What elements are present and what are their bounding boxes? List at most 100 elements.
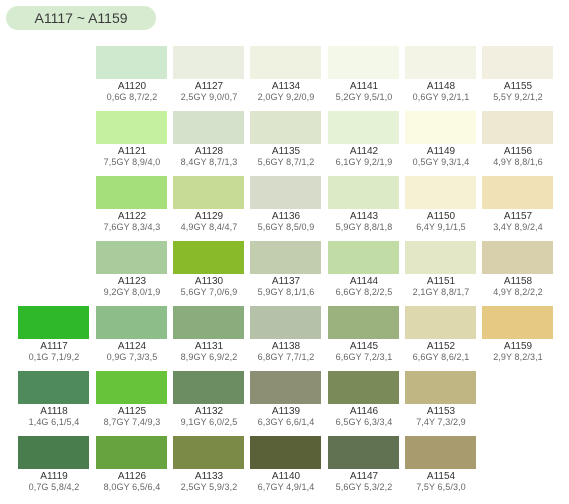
color-chip-a1151[interactable]: A1151 2,1GY 8,8/1,7 — [405, 241, 477, 298]
chip-munsell-value: 5,2GY 9,5/1,0 — [335, 92, 393, 102]
color-swatch[interactable] — [250, 46, 321, 79]
color-chip-a1141[interactable]: A1141 5,2GY 9,5/1,0 — [328, 46, 400, 103]
color-swatch[interactable] — [173, 46, 244, 79]
color-chip-a1146[interactable]: A1146 6,5GY 6,3/3,4 — [328, 371, 400, 428]
chip-code-label: A1118 — [40, 406, 68, 417]
chip-code-label: A1148 — [426, 81, 456, 92]
color-swatch[interactable] — [482, 306, 553, 339]
color-chip-a1126[interactable]: A1126 8,0GY 6,5/6,4 — [96, 436, 168, 493]
color-swatch[interactable] — [250, 306, 321, 339]
color-swatch[interactable] — [328, 306, 399, 339]
color-swatch[interactable] — [96, 436, 167, 469]
chip-code-label: A1130 — [194, 276, 224, 287]
color-chip-a1138[interactable]: A1138 6,8GY 7,7/1,2 — [250, 306, 322, 363]
color-swatch[interactable] — [482, 176, 553, 209]
chip-code-label: A1155 — [503, 81, 533, 92]
color-swatch[interactable] — [96, 241, 167, 274]
chip-munsell-value: 7,4Y 7,3/2,9 — [416, 417, 466, 427]
color-swatch[interactable] — [173, 371, 244, 404]
chip-code-label: A1135 — [271, 146, 301, 157]
color-swatch[interactable] — [405, 46, 476, 79]
color-chip-a1125[interactable]: A1125 8,7GY 7,4/9,3 — [96, 371, 168, 428]
color-chip-a1157[interactable]: A1157 3,4Y 8,9/2,4 — [482, 176, 554, 233]
color-chip-a1119[interactable]: A1119 0,7G 5,8/4,2 — [18, 436, 90, 493]
color-chip-a1118[interactable]: A1118 1,4G 6,1/5,4 — [18, 371, 90, 428]
color-swatch[interactable] — [405, 111, 476, 144]
color-chip-a1122[interactable]: A1122 7,6GY 8,3/4,3 — [96, 176, 168, 233]
color-swatch[interactable] — [18, 306, 89, 339]
color-swatch[interactable] — [328, 241, 399, 274]
color-swatch[interactable] — [328, 46, 399, 79]
color-chip-a1132[interactable]: A1132 9,1GY 6,0/2,5 — [173, 371, 245, 428]
color-chip-a1150[interactable]: A1150 6,4Y 9,1/1,5 — [405, 176, 477, 233]
color-chip-a1148[interactable]: A1148 0,6GY 9,2/1,1 — [405, 46, 477, 103]
color-swatch[interactable] — [96, 46, 167, 79]
color-chip-a1156[interactable]: A1156 4,9Y 8,8/1,6 — [482, 111, 554, 168]
color-chip-a1152[interactable]: A1152 6,6GY 8,6/2,1 — [405, 306, 477, 363]
color-chip-a1159[interactable]: A1159 2,9Y 8,2/3,1 — [482, 306, 554, 363]
color-swatch[interactable] — [405, 241, 476, 274]
color-chip-a1133[interactable]: A1133 2,5GY 5,9/3,2 — [173, 436, 245, 493]
color-chip-a1127[interactable]: A1127 2,5GY 9,0/0,7 — [173, 46, 245, 103]
color-swatch[interactable] — [482, 46, 553, 79]
color-swatch[interactable] — [250, 111, 321, 144]
color-chip-a1147[interactable]: A1147 5,6GY 5,3/2,2 — [328, 436, 400, 493]
color-chip-a1130[interactable]: A1130 5,6GY 7,0/6,9 — [173, 241, 245, 298]
color-chip-a1123[interactable]: A1123 9,2GY 8,0/1,9 — [96, 241, 168, 298]
color-chip-a1145[interactable]: A1145 6,6GY 7,2/3,1 — [328, 306, 400, 363]
color-chip-a1140[interactable]: A1140 6,7GY 4,9/1,4 — [250, 436, 322, 493]
color-swatch[interactable] — [250, 436, 321, 469]
chip-munsell-value: 5,5Y 9,2/1,2 — [493, 92, 543, 102]
chip-munsell-value: 9,2GY 8,0/1,9 — [103, 287, 161, 297]
color-swatch[interactable] — [328, 176, 399, 209]
color-swatch[interactable] — [173, 306, 244, 339]
color-chip-a1124[interactable]: A1124 0,9G 7,3/3,5 — [96, 306, 168, 363]
chip-code-label: A1133 — [194, 471, 224, 482]
chip-code-label: A1156 — [503, 146, 533, 157]
color-chip-a1120[interactable]: A1120 0,6G 8,7/2,2 — [96, 46, 168, 103]
color-swatch[interactable] — [173, 436, 244, 469]
color-chip-a1149[interactable]: A1149 0,5GY 9,3/1,4 — [405, 111, 477, 168]
color-swatch[interactable] — [328, 111, 399, 144]
color-swatch[interactable] — [96, 176, 167, 209]
color-chip-a1121[interactable]: A1121 7,5GY 8,9/4,0 — [96, 111, 168, 168]
color-swatch[interactable] — [173, 176, 244, 209]
color-chip-a1135[interactable]: A1135 5,6GY 8,7/1,2 — [250, 111, 322, 168]
color-chip-a1144[interactable]: A1144 6,6GY 8,2/2,5 — [328, 241, 400, 298]
chip-code-label: A1139 — [271, 406, 301, 417]
color-chip-a1154[interactable]: A1154 7,5Y 6,5/3,0 — [405, 436, 477, 493]
color-swatch[interactable] — [250, 371, 321, 404]
chip-munsell-value: 0,9G 7,3/3,5 — [106, 352, 158, 362]
color-swatch[interactable] — [250, 241, 321, 274]
color-chip-a1136[interactable]: A1136 5,6GY 8,5/0,9 — [250, 176, 322, 233]
color-swatch[interactable] — [405, 436, 476, 469]
chip-munsell-value: 6,6GY 8,6/2,1 — [412, 352, 470, 362]
color-swatch[interactable] — [328, 371, 399, 404]
color-swatch[interactable] — [18, 371, 89, 404]
color-swatch[interactable] — [96, 371, 167, 404]
color-chip-a1153[interactable]: A1153 7,4Y 7,3/2,9 — [405, 371, 477, 428]
color-chip-a1128[interactable]: A1128 8,4GY 8,7/1,3 — [173, 111, 245, 168]
color-swatch[interactable] — [96, 306, 167, 339]
color-chip-a1143[interactable]: A1143 5,9GY 8,8/1,8 — [328, 176, 400, 233]
color-chip-a1134[interactable]: A1134 2,0GY 9,2/0,9 — [250, 46, 322, 103]
color-chip-a1142[interactable]: A1142 6,1GY 9,2/1,9 — [328, 111, 400, 168]
color-swatch[interactable] — [482, 111, 553, 144]
color-swatch[interactable] — [328, 436, 399, 469]
color-swatch[interactable] — [405, 371, 476, 404]
color-swatch[interactable] — [173, 111, 244, 144]
color-swatch[interactable] — [482, 241, 553, 274]
color-swatch[interactable] — [173, 241, 244, 274]
color-chip-a1155[interactable]: A1155 5,5Y 9,2/1,2 — [482, 46, 554, 103]
color-chip-a1139[interactable]: A1139 6,3GY 6,6/1,4 — [250, 371, 322, 428]
color-chip-a1131[interactable]: A1131 8,9GY 6,9/2,2 — [173, 306, 245, 363]
color-swatch[interactable] — [18, 436, 89, 469]
color-chip-a1137[interactable]: A1137 5,9GY 8,1/1,6 — [250, 241, 322, 298]
color-swatch[interactable] — [250, 176, 321, 209]
color-chip-a1117[interactable]: A1117 0,1G 7,1/9,2 — [18, 306, 90, 363]
color-swatch[interactable] — [405, 176, 476, 209]
color-swatch[interactable] — [405, 306, 476, 339]
color-chip-a1158[interactable]: A1158 4,9Y 8,2/2,2 — [482, 241, 554, 298]
color-chip-a1129[interactable]: A1129 4,9GY 8,4/4,7 — [173, 176, 245, 233]
color-swatch[interactable] — [96, 111, 167, 144]
